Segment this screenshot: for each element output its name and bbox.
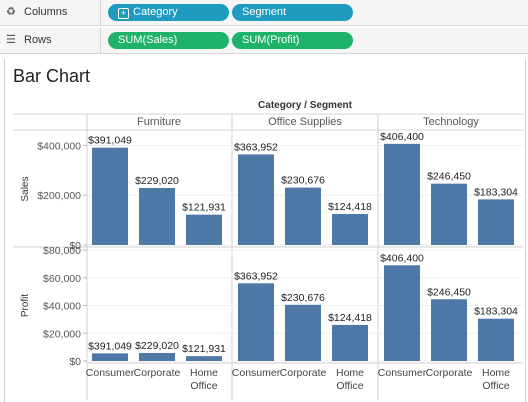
bar-sales (285, 187, 321, 245)
segment-label: Consumer (378, 367, 427, 379)
y-tick-label: $400,000 (37, 140, 81, 152)
segment-label: Office (482, 380, 509, 392)
bar-sales (92, 147, 128, 245)
bar-sales (186, 214, 222, 245)
expand-icon[interactable]: + (118, 8, 129, 19)
bar-profit (139, 352, 175, 361)
bar-profit (332, 324, 368, 361)
data-label: $121,931 (182, 202, 226, 214)
sum-sales-pill[interactable]: SUM(Sales) (108, 32, 229, 49)
bar-sales (478, 199, 514, 245)
segment-label: Consumer (86, 367, 135, 379)
data-label: $229,020 (135, 175, 179, 187)
bar-profit (238, 283, 274, 361)
category-header-technology: Technology (423, 116, 479, 128)
y-tick-label: $200,000 (37, 190, 81, 202)
bar-profit (285, 304, 321, 361)
sum-profit-pill[interactable]: SUM(Profit) (232, 32, 353, 49)
bar-sales (139, 187, 175, 245)
y-tick-label: $60,000 (43, 273, 81, 285)
segment-label: Home (336, 367, 364, 379)
bar-sales (332, 214, 368, 245)
y-tick-label: $0 (69, 356, 81, 368)
segment-label: Home (190, 367, 218, 379)
shelf-divider (100, 28, 101, 53)
axis-title-sales: Sales (20, 176, 31, 201)
data-label: $246,450 (427, 286, 471, 298)
y-tick-label: $40,000 (43, 301, 81, 313)
data-label: $363,952 (234, 270, 278, 282)
sheet-title: Bar Chart (13, 66, 91, 86)
bar-profit (478, 318, 514, 361)
data-label: $183,304 (474, 306, 518, 318)
segment-label: Home (482, 367, 510, 379)
rows-shelf-label: ☰ Rows (6, 28, 52, 53)
category-segment-header: Category / Segment (258, 100, 353, 111)
data-label: $230,676 (281, 292, 325, 304)
bar-profit (186, 356, 222, 361)
data-label: $229,020 (135, 340, 179, 352)
bar-sales (238, 154, 274, 245)
segment-label: Corporate (134, 367, 181, 379)
bar-profit (384, 265, 420, 361)
bar-sales (384, 143, 420, 245)
data-label: $124,418 (328, 312, 372, 324)
data-label: $121,931 (182, 343, 226, 355)
segment-label: Corporate (280, 367, 327, 379)
segment-label: Consumer (232, 367, 281, 379)
data-label: $246,450 (427, 171, 471, 183)
columns-shelf-label: ♻ Columns (6, 0, 67, 25)
data-label: $363,952 (234, 141, 278, 153)
category-header-office-supplies: Office Supplies (268, 116, 342, 128)
category-header-furniture: Furniture (137, 116, 181, 128)
bar-profit (92, 353, 128, 361)
data-label: $391,049 (88, 340, 132, 352)
segment-label: Office (336, 380, 363, 392)
segment-label: Office (190, 380, 217, 392)
shelf-divider (100, 0, 101, 25)
data-label: $230,676 (281, 175, 325, 187)
y-tick-label: $0 (69, 240, 81, 252)
category-pill[interactable]: + Category (108, 4, 229, 21)
columns-shelf: ♻ Columns + Category Segment (0, 0, 528, 26)
y-tick-label: $20,000 (43, 328, 81, 340)
rows-icon: ☰ (6, 34, 16, 46)
data-label: $406,400 (380, 131, 424, 143)
y-tick-label: $80,000 (43, 245, 81, 257)
data-label: $391,049 (88, 135, 132, 147)
bar-profit (431, 299, 467, 361)
segment-label: Corporate (426, 367, 473, 379)
axis-title-profit: Profit (20, 294, 31, 318)
data-label: $124,418 (328, 201, 372, 213)
rows-shelf: ☰ Rows SUM(Sales) SUM(Profit) (0, 28, 528, 54)
data-label: $406,400 (380, 252, 424, 264)
segment-pill[interactable]: Segment (232, 4, 353, 21)
bar-sales (431, 183, 467, 245)
data-label: $183,304 (474, 186, 518, 198)
columns-icon: ♻ (6, 6, 16, 18)
